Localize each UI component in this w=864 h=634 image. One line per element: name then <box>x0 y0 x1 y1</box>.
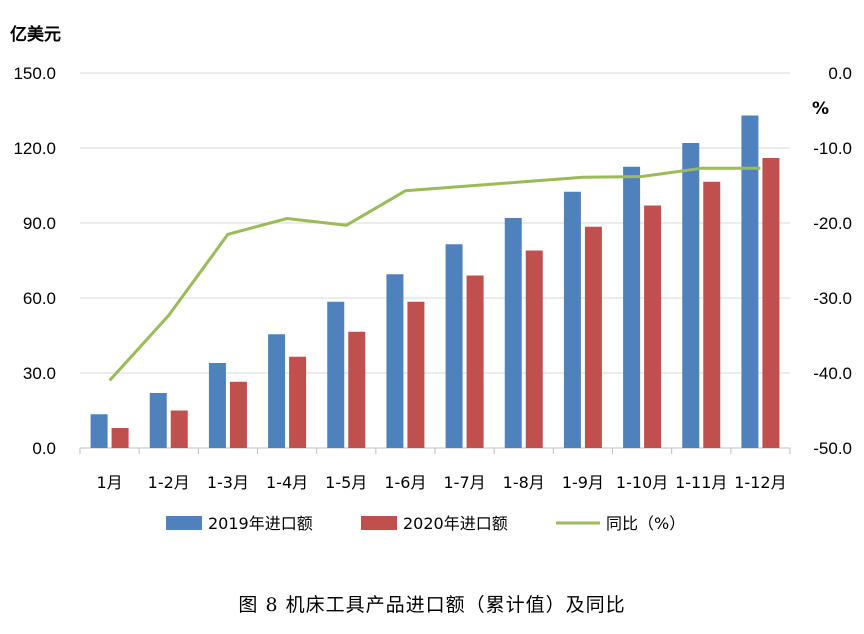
category-label: 1-2月 <box>148 473 190 492</box>
bar-2019 <box>386 274 404 448</box>
left-tick-label: 0.0 <box>32 439 56 458</box>
bar-2019 <box>90 414 108 448</box>
bar-2020 <box>170 410 188 448</box>
category-label: 1-9月 <box>562 473 604 492</box>
gridlines <box>79 72 791 454</box>
category-label: 1-5月 <box>325 473 367 492</box>
category-label: 1-4月 <box>266 473 308 492</box>
category-label: 1-3月 <box>207 473 249 492</box>
figure-caption: 图 8 机床工具产品进口额（累计值）及同比 <box>238 594 626 616</box>
bar-2020 <box>289 356 307 448</box>
category-label: 1-12月 <box>734 473 786 492</box>
category-label: 1-8月 <box>503 473 545 492</box>
legend-label: 2019年进口额 <box>208 514 313 533</box>
legend-swatch <box>166 516 202 530</box>
bar-2019 <box>682 143 700 448</box>
right-tick-label: -40.0 <box>813 364 852 383</box>
bar-2019 <box>741 115 759 448</box>
right-tick-label: -50.0 <box>813 439 852 458</box>
bar-2020 <box>348 331 366 448</box>
left-axis-ticks: 0.0 30.0 60.0 90.0 120.0 150.0 <box>13 64 56 458</box>
bar-2019 <box>563 191 581 448</box>
category-label: 1月 <box>96 473 122 492</box>
bar-2020 <box>525 250 543 448</box>
bar-2020 <box>229 381 247 448</box>
category-label: 1-11月 <box>675 473 727 492</box>
bar-2020 <box>644 205 662 448</box>
category-label: 1-6月 <box>384 473 426 492</box>
left-tick-label: 60.0 <box>23 289 56 308</box>
left-tick-label: 90.0 <box>23 214 56 233</box>
bar-2019 <box>623 166 641 448</box>
yoy-line-series <box>108 166 761 382</box>
right-tick-label: -10.0 <box>813 139 852 158</box>
left-tick-label: 120.0 <box>13 139 56 158</box>
left-tick-label: 30.0 <box>23 364 56 383</box>
category-labels: 1月 1-2月 1-3月 1-4月 1-5月 1-6月 1-7月 1-8月 1-9月 1-10月 1… <box>96 473 786 492</box>
bar-2019 <box>268 334 286 448</box>
bar-2020 <box>466 275 484 448</box>
left-axis-unit: 亿美元 <box>10 24 61 45</box>
legend: 2019年进口额 2020年进口额 同比（%） <box>166 514 685 533</box>
bar-2020 <box>407 301 425 448</box>
legend-label: 2020年进口额 <box>403 514 508 533</box>
legend-swatch <box>361 516 397 530</box>
bars <box>90 115 780 448</box>
bar-2019 <box>445 244 463 448</box>
left-tick-label: 150.0 <box>13 64 56 83</box>
bar-2019 <box>208 363 226 448</box>
legend-label: 同比（%） <box>606 514 685 533</box>
right-tick-label: 0.0 <box>828 64 852 83</box>
chart-canvas: 亿美元 % 0.0 30.0 60.0 90.0 120.0 150.0 -50.0 -40… <box>10 24 852 533</box>
bar-2020 <box>111 428 129 448</box>
yoy-line <box>108 166 761 382</box>
bar-2019 <box>327 301 345 448</box>
bar-2020 <box>584 226 602 448</box>
category-label: 1-10月 <box>616 473 668 492</box>
category-label: 1-7月 <box>444 473 486 492</box>
right-axis-unit: % <box>812 99 829 119</box>
right-axis-ticks: -50.0 -40.0 -30.0 -20.0 -10.0 0.0 <box>813 64 852 458</box>
bar-2019 <box>504 218 522 448</box>
right-tick-label: -20.0 <box>813 214 852 233</box>
bar-2020 <box>762 158 780 448</box>
bar-2019 <box>149 393 167 448</box>
bar-2020 <box>703 181 721 448</box>
right-tick-label: -30.0 <box>813 289 852 308</box>
